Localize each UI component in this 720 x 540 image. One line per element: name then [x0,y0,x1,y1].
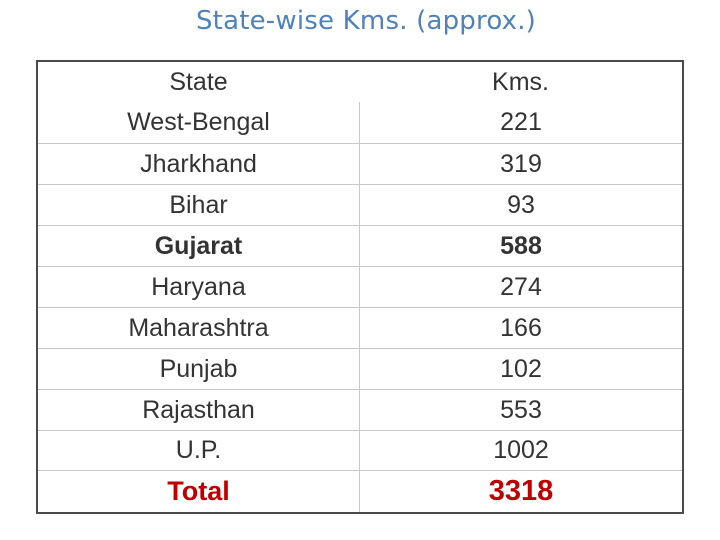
kms-cell: 553 [359,390,682,430]
kms-cell: 221 [359,102,682,143]
table-row: Rajasthan 553 [38,389,682,430]
table-row: Bihar 93 [38,184,682,225]
state-cell: Jharkhand [140,149,257,178]
table-row: West-Bengal 221 [38,102,682,143]
kms-cell: 274 [359,267,682,307]
total-label: Total [167,476,230,506]
kms-cell: 93 [359,185,682,225]
state-cell: U.P. [175,436,222,464]
state-cell: Rajasthan [142,395,255,424]
table-header-row: State Kms. [38,62,682,102]
kms-cell: 102 [359,349,682,389]
table-row: Jharkhand 319 [38,143,682,184]
kms-cell: 1002 [359,431,682,470]
header-state: State [169,67,228,96]
state-cell: Gujarat [154,231,243,260]
state-kms-table: State Kms. West-Bengal 221 Jharkhand 319… [36,60,684,514]
table-row: Maharashtra 166 [38,307,682,348]
table-total-row: Total 3318 [38,470,682,512]
kms-cell: 588 [359,226,682,266]
table-row: Gujarat 588 [38,225,682,266]
table-row: Punjab 102 [38,348,682,389]
state-cell: Bihar [169,190,228,219]
page-title: State-wise Kms. (approx.) [195,6,537,36]
state-cell: Haryana [151,272,246,301]
state-cell: Punjab [159,354,238,383]
kms-cell: 166 [359,308,682,348]
kms-cell: 319 [359,144,682,184]
header-kms: Kms. [492,67,549,96]
table-row: Haryana 274 [38,266,682,307]
total-value: 3318 [359,471,682,512]
table-row: U.P. 1002 [38,430,682,470]
state-cell: Maharashtra [128,313,269,342]
state-cell: West-Bengal [127,108,270,136]
